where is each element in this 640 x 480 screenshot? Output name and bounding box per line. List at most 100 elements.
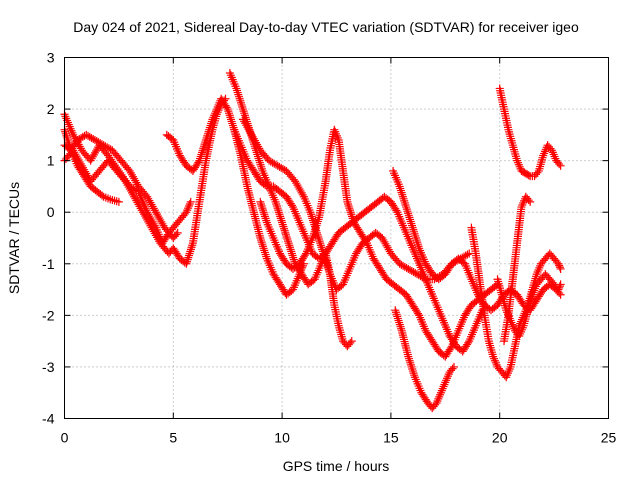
data-point <box>186 247 195 256</box>
data-point <box>173 228 182 237</box>
data-point <box>199 142 208 151</box>
data-point <box>184 251 193 260</box>
axis-ticks <box>64 57 609 419</box>
data-point <box>410 229 419 238</box>
data-point <box>186 197 195 206</box>
data-point <box>257 164 266 173</box>
data-point <box>239 107 248 116</box>
data-point <box>404 354 413 363</box>
data-point <box>529 288 538 297</box>
data-point <box>275 162 284 171</box>
data-point <box>201 138 210 147</box>
data-point <box>183 257 192 266</box>
data-point <box>187 243 196 252</box>
data-point <box>226 113 235 122</box>
data-point <box>345 206 354 215</box>
data-point <box>409 227 418 236</box>
data-point <box>259 208 268 217</box>
data-point <box>310 227 319 236</box>
data-point <box>314 215 323 224</box>
data-point <box>309 229 318 238</box>
data-point <box>207 117 216 126</box>
data-point <box>256 199 265 208</box>
data-point <box>289 255 298 264</box>
data-point <box>236 98 245 107</box>
data-point <box>404 211 413 220</box>
data-point <box>396 322 405 331</box>
data-point <box>198 146 207 155</box>
data-point <box>253 150 262 159</box>
data-point <box>197 150 206 159</box>
data-point <box>361 237 370 246</box>
data-point <box>270 159 279 168</box>
series-arc-4 <box>60 94 230 268</box>
data-point <box>460 252 469 261</box>
data-point <box>288 251 297 260</box>
data-point <box>274 208 283 217</box>
y-tick-label: 1 <box>47 153 55 169</box>
y-tick-label: 2 <box>47 101 55 117</box>
data-point <box>279 222 288 231</box>
data-point <box>62 114 71 123</box>
data-point <box>404 352 413 361</box>
data-point <box>406 217 415 226</box>
data-point <box>255 158 264 167</box>
data-point <box>261 250 270 259</box>
data-point <box>196 152 205 161</box>
x-tick-label: 20 <box>492 430 508 446</box>
data-point <box>306 208 315 217</box>
data-point <box>398 190 407 199</box>
data-point <box>316 241 325 250</box>
data-point <box>318 247 327 256</box>
data-point <box>234 90 243 99</box>
data-point <box>257 162 266 171</box>
data-point <box>461 251 470 260</box>
data-point <box>556 264 565 273</box>
data-point <box>298 190 307 199</box>
data-point <box>258 206 267 215</box>
data-point <box>300 251 309 260</box>
data-point <box>509 322 518 331</box>
data-point <box>85 132 94 141</box>
data-point <box>442 376 451 385</box>
data-point <box>257 202 266 211</box>
data-point <box>407 362 416 371</box>
data-point <box>397 260 406 269</box>
data-point <box>446 344 455 353</box>
data-point <box>443 372 452 381</box>
data-point <box>207 119 216 128</box>
data-point <box>332 131 341 140</box>
data-point <box>436 390 445 399</box>
data-point <box>414 271 423 280</box>
data-point <box>392 206 401 215</box>
data-point <box>528 290 537 299</box>
data-point <box>73 136 82 145</box>
data-point <box>194 158 203 167</box>
data-point <box>398 192 407 201</box>
data-point <box>260 246 269 255</box>
data-point <box>502 373 511 382</box>
data-point <box>405 356 414 365</box>
data-point <box>253 152 262 161</box>
data-point <box>503 371 512 380</box>
data-point <box>276 212 285 221</box>
x-axis-label: GPS time / hours <box>283 458 390 474</box>
data-point <box>240 111 249 120</box>
data-point <box>550 152 559 161</box>
data-point <box>313 219 322 228</box>
data-point <box>513 158 522 167</box>
data-point <box>260 210 269 219</box>
data-point <box>222 103 231 112</box>
data-point <box>347 337 356 346</box>
data-point <box>441 378 450 387</box>
data-point <box>419 274 428 283</box>
data-point <box>314 232 323 241</box>
data-point <box>286 245 295 254</box>
series-arc-10 <box>391 306 459 413</box>
data-point <box>331 127 340 136</box>
data-point <box>90 136 99 145</box>
data-point <box>63 136 72 145</box>
data-point <box>491 358 500 367</box>
data-point <box>311 223 320 232</box>
